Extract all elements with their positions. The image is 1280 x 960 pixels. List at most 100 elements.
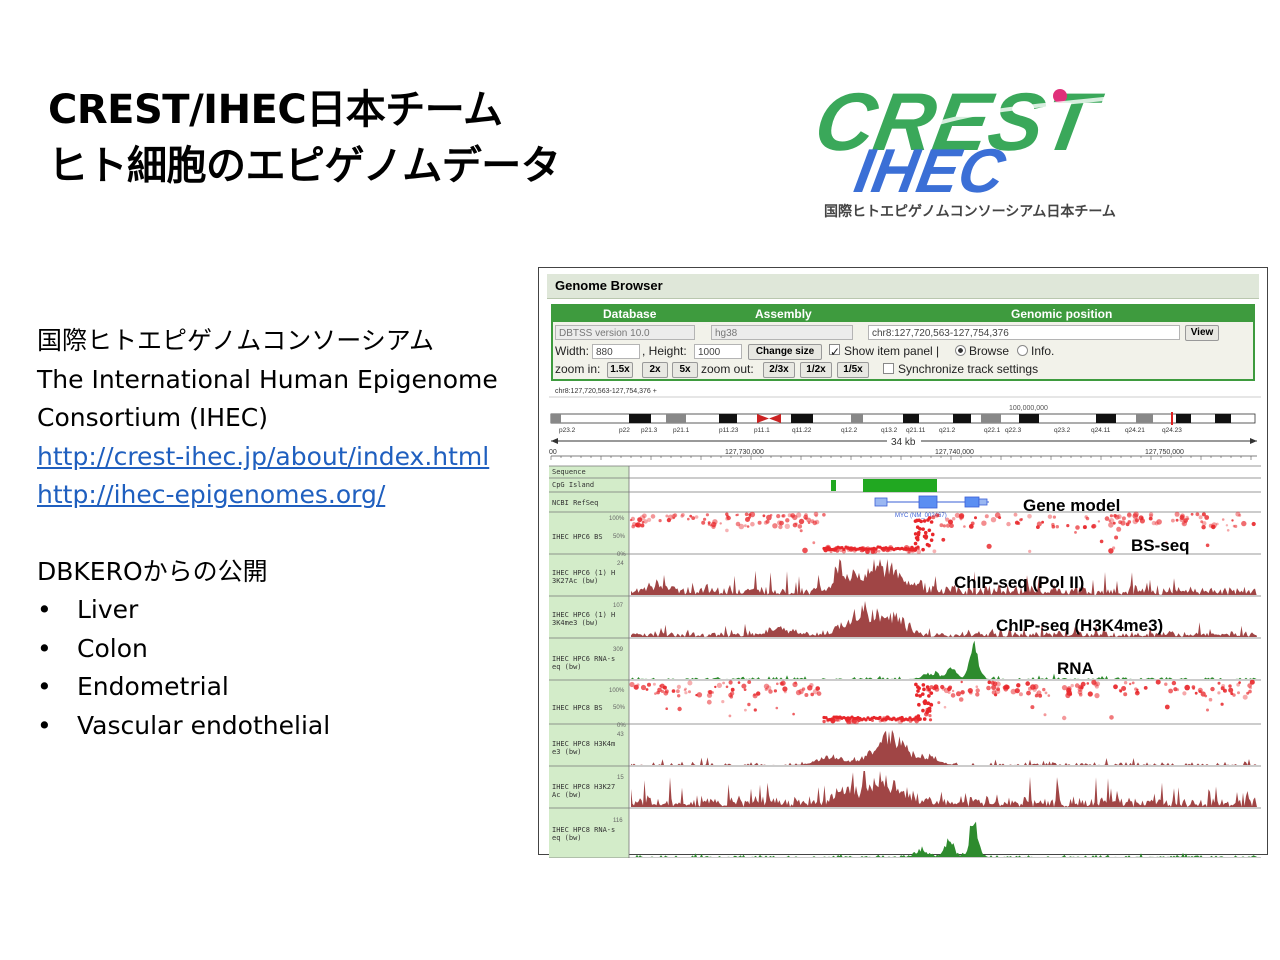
zoom-in-5x[interactable]: 5x [672, 362, 698, 378]
methylation-dot [735, 521, 741, 527]
methylation-dot [930, 532, 935, 537]
methylation-dot [753, 693, 756, 697]
methylation-dot [730, 687, 735, 692]
methylation-dot [721, 700, 725, 704]
methylation-dot [1251, 521, 1256, 527]
track-label-h3k4-hpc8-a: IHEC HPC8 H3K4m [552, 740, 615, 748]
methylation-dot [1042, 687, 1046, 692]
zoom-in-1-5x[interactable]: 1.5x [607, 362, 633, 378]
methylation-dot [1109, 514, 1113, 518]
methylation-dot [659, 684, 662, 688]
methylation-dot [1019, 518, 1023, 522]
info-radio[interactable] [1017, 345, 1028, 356]
region-label: chr8:127,720,563-127,754,376 + [555, 388, 657, 395]
band-label: q23.2 [1054, 427, 1071, 434]
methylation-dot [921, 527, 925, 531]
methylation-dot [1114, 535, 1119, 540]
methylation-dot [916, 685, 920, 689]
methylation-dot [1134, 518, 1140, 523]
methylation-dot [812, 520, 818, 526]
track-label-h3k27-hpc6-a: IHEC HPC6 (1) H [552, 569, 615, 577]
methylation-dot [792, 514, 798, 521]
methylation-dot [645, 688, 649, 691]
width-input[interactable]: 880 [592, 344, 640, 359]
methylation-dot [921, 708, 925, 713]
height-label: , Height: [642, 344, 687, 358]
methylation-dot [996, 687, 1000, 691]
crest-ihec-link[interactable]: http://crest-ihec.jp/about/index.html [37, 441, 490, 471]
methylation-dot [1087, 691, 1093, 697]
methylation-dot [728, 714, 732, 718]
methylation-dot [931, 515, 936, 520]
methylation-dot [804, 517, 808, 520]
methylation-dot [662, 685, 667, 690]
methylation-dot [846, 719, 851, 723]
methylation-dot [792, 522, 798, 528]
methylation-dot [1121, 516, 1126, 521]
methylation-dot [951, 689, 955, 693]
methylation-dot [676, 689, 680, 694]
methylation-dot [1109, 715, 1114, 720]
track-label-rna-hpc6-a: IHEC HPC6 RNA-s [552, 655, 615, 663]
tissue-vascular: Vascular endothelial [77, 710, 331, 740]
methylation-dot [716, 682, 722, 688]
methylation-dot [667, 514, 674, 520]
band-label: q13.2 [881, 427, 898, 434]
zoom-in-2x[interactable]: 2x [642, 362, 668, 378]
ideogram-band [1136, 414, 1153, 423]
browse-radio[interactable] [955, 345, 966, 356]
zoom-out-1-2x[interactable]: 1/2x [800, 362, 832, 378]
cpg-island-main [863, 479, 937, 492]
methylation-dot [706, 699, 712, 705]
band-label: q24.23 [1162, 427, 1182, 434]
ihec-epigenomes-link[interactable]: http://ihec-epigenomes.org/ [37, 480, 386, 509]
show-item-checkbox[interactable]: ✓ [829, 344, 841, 359]
sync-checkbox[interactable] [883, 363, 894, 374]
database-field[interactable]: DBTSS version 10.0 [555, 325, 695, 340]
methylation-dot [916, 549, 922, 554]
methylation-dot [1092, 523, 1097, 529]
annotation-rna: RNA [1057, 659, 1094, 678]
methylation-dot [672, 516, 675, 520]
methylation-dot [1228, 687, 1234, 693]
methylation-dot [1018, 692, 1023, 697]
zoom-out-1-5x[interactable]: 1/5x [837, 362, 869, 378]
methylation-dot [776, 514, 781, 519]
methylation-dot [1173, 687, 1178, 692]
tissue-endometrial: Endometrial [77, 672, 229, 701]
zoom-out-2-3x[interactable]: 2/3x [763, 362, 795, 378]
methylation-dot [1176, 688, 1180, 692]
track-label-rna-hpc8-a: IHEC HPC8 RNA-s [552, 826, 615, 834]
assembly-field[interactable]: hg38 [711, 325, 853, 340]
track-label-refseq: NCBI RefSeq [552, 499, 598, 507]
band-label: p22 [619, 427, 630, 434]
methylation-dot [974, 516, 977, 520]
change-size-button[interactable]: Change size [748, 344, 822, 360]
myc-gene-model[interactable]: MYC (NM_002467) [874, 495, 989, 519]
browse-label: Browse [969, 344, 1010, 358]
centromere-icon [757, 414, 781, 423]
ideogram-band [981, 414, 1001, 423]
methylation-dot [640, 523, 645, 528]
methylation-dot [1014, 520, 1020, 525]
methylation-dot [1030, 684, 1036, 690]
methylation-dot [729, 691, 735, 696]
position-field[interactable]: chr8:127,720,563-127,754,376 [868, 325, 1180, 340]
track-label-sequence: Sequence [552, 468, 586, 476]
methylation-dot [1210, 686, 1215, 692]
methylation-dot [705, 513, 709, 517]
methylation-dot [671, 513, 676, 519]
view-button[interactable]: View [1185, 325, 1219, 341]
methylation-dot [762, 514, 766, 518]
chip-h3k4me3-hpc8-track [631, 729, 1257, 765]
methylation-dot [1025, 681, 1030, 686]
methylation-dot [784, 523, 790, 529]
tracks-view[interactable]: chr8:127,720,563-127,754,376 + 100,000,0… [549, 384, 1261, 858]
methylation-dot [914, 682, 918, 687]
methylation-dot [1151, 520, 1157, 526]
methylation-dot [1074, 683, 1080, 688]
methylation-dot [654, 692, 657, 695]
band-label: q22.3 [1005, 427, 1022, 434]
methylation-dot [1118, 520, 1122, 525]
height-input[interactable]: 1000 [694, 344, 742, 359]
